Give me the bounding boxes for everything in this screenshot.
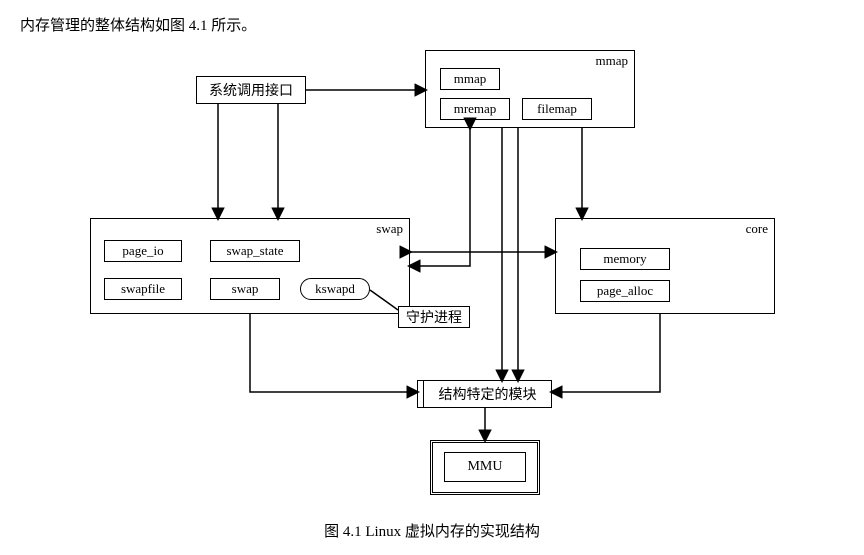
arch-module-label: 结构特定的模块: [439, 384, 537, 404]
memory-label: memory: [603, 251, 646, 267]
arch-module-box: 结构特定的模块: [417, 380, 552, 408]
swapfile-label: swapfile: [121, 281, 165, 297]
mmu-inner: MMU: [444, 452, 526, 482]
page-io-cell: page_io: [104, 240, 182, 262]
syscall-box: 系统调用接口: [196, 76, 306, 104]
mmap-group-label: mmap: [596, 53, 629, 69]
mmap-cell: mmap: [440, 68, 500, 90]
figure-caption: 图 4.1 Linux 虚拟内存的实现结构: [0, 520, 864, 541]
page-alloc-label: page_alloc: [597, 283, 653, 299]
swap-state-cell: swap_state: [210, 240, 300, 262]
core-group-label: core: [746, 221, 768, 237]
mmu-label: MMU: [467, 459, 502, 475]
filemap-label: filemap: [537, 101, 577, 117]
kswapd-cell: kswapd: [300, 278, 370, 300]
filemap-cell: filemap: [522, 98, 592, 120]
daemon-label: 守护进程: [406, 307, 462, 327]
swapfile-cell: swapfile: [104, 278, 182, 300]
intro-text: 内存管理的整体结构如图 4.1 所示。: [20, 14, 256, 35]
page-io-label: page_io: [122, 243, 163, 259]
mmap-label: mmap: [454, 71, 487, 87]
kswapd-label: kswapd: [315, 281, 355, 297]
swap-group-label: swap: [376, 221, 403, 237]
daemon-label-box: 守护进程: [398, 306, 470, 328]
page-alloc-cell: page_alloc: [580, 280, 670, 302]
swap-state-label: swap_state: [226, 243, 283, 259]
mremap-cell: mremap: [440, 98, 510, 120]
memory-cell: memory: [580, 248, 670, 270]
syscall-label: 系统调用接口: [209, 80, 293, 100]
mremap-label: mremap: [454, 101, 497, 117]
swap-cell: swap: [210, 278, 280, 300]
swap-label: swap: [232, 281, 259, 297]
